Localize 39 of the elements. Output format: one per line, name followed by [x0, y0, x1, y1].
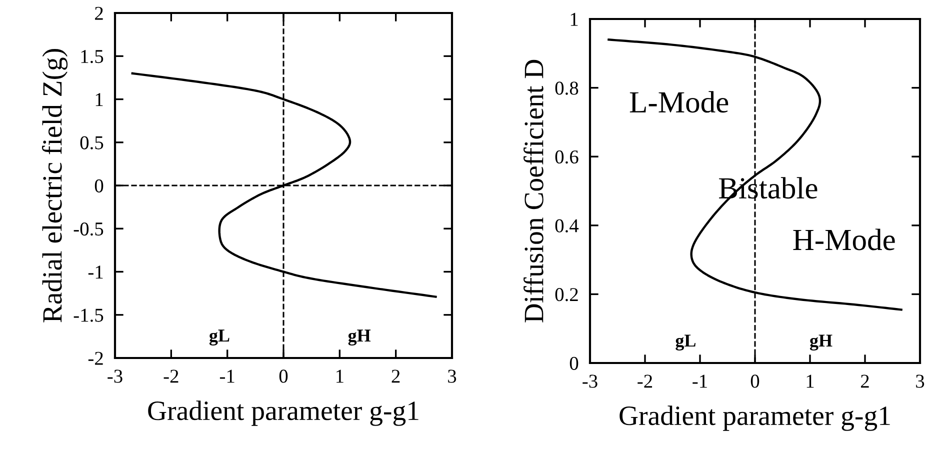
y-tick-label: 0.6	[555, 150, 578, 164]
annotation: gH	[348, 330, 371, 346]
x-axis-title: Gradient parameter g-g1	[148, 400, 418, 426]
y-axis-title: Diffusion Coefficient D	[524, 60, 544, 322]
x-axis-title: Gradient parameter g-g1	[620, 406, 890, 431]
y-tick-label: -1	[88, 266, 103, 278]
y-axis-title: Radial electric field Z(g)	[42, 49, 68, 322]
x-tick-label: 0	[279, 370, 288, 383]
y-tick-label: 1.5	[81, 50, 104, 64]
x-tick-label: 1	[336, 370, 344, 383]
x-tick-label: -2	[164, 370, 178, 383]
annotation: gH	[810, 334, 832, 351]
x-tick-label: -2	[638, 374, 652, 388]
x-tick-label: -1	[692, 374, 707, 388]
x-tick-label: 1	[806, 374, 814, 388]
y-tick-label: 1	[96, 93, 103, 106]
y-tick-label: -2	[88, 352, 103, 365]
y-tick-label: 0.8	[555, 82, 578, 95]
annotation: gL	[676, 334, 696, 351]
y-tick-label: -0.5	[74, 222, 104, 236]
x-tick-label: 0	[750, 374, 760, 388]
y-tick-label: 0	[94, 179, 104, 192]
y-tick-label: 0	[570, 356, 578, 370]
x-tick-label: -1	[220, 370, 234, 383]
x-tick-label: 2	[392, 370, 400, 383]
y-tick-label: 2	[95, 6, 103, 20]
annotation: gL	[209, 330, 230, 346]
annotation: L-Mode	[630, 91, 728, 113]
annotation: H-Mode	[793, 228, 895, 250]
x-tick-label: -3	[108, 370, 122, 383]
x-tick-label: 3	[916, 374, 924, 388]
y-tick-label: 0.2	[555, 288, 578, 302]
y-tick-label: 0.5	[80, 136, 104, 150]
y-tick-label: 0.4	[555, 219, 579, 232]
y-tick-label: -1.5	[74, 308, 104, 322]
y-tick-label: 1	[570, 12, 578, 26]
x-tick-label: 2	[860, 374, 869, 388]
x-tick-label: 3	[448, 370, 456, 383]
x-tick-label: -3	[582, 374, 598, 388]
